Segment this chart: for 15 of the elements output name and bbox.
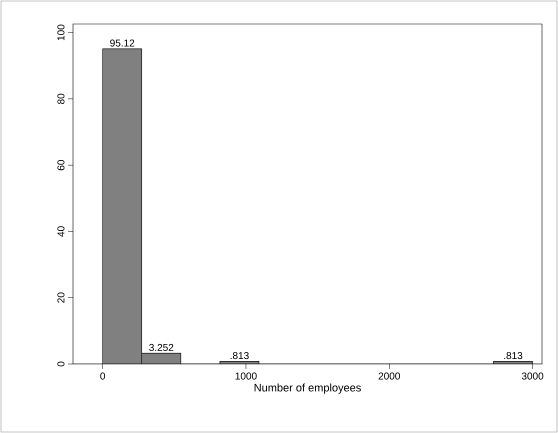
x-tick-label: 3000 xyxy=(522,372,544,380)
y-tick-label: 0 xyxy=(57,362,64,366)
y-tick-label: 60 xyxy=(57,160,64,170)
x-axis-title: Number of employees xyxy=(254,383,361,394)
data-label: .813 xyxy=(230,352,249,360)
y-tick-label: 80 xyxy=(57,94,64,104)
x-tick-label: 2000 xyxy=(378,372,400,380)
y-tick-label: 20 xyxy=(57,292,64,303)
x-tick-label: 1000 xyxy=(236,372,257,380)
y-tick-label: 100 xyxy=(57,24,64,40)
data-label: 95.12 xyxy=(110,40,134,47)
x-tick-label: 0 xyxy=(100,372,106,380)
data-label: 3.252 xyxy=(149,344,174,352)
y-tick-label: 40 xyxy=(57,226,64,237)
data-label: .813 xyxy=(504,352,522,360)
